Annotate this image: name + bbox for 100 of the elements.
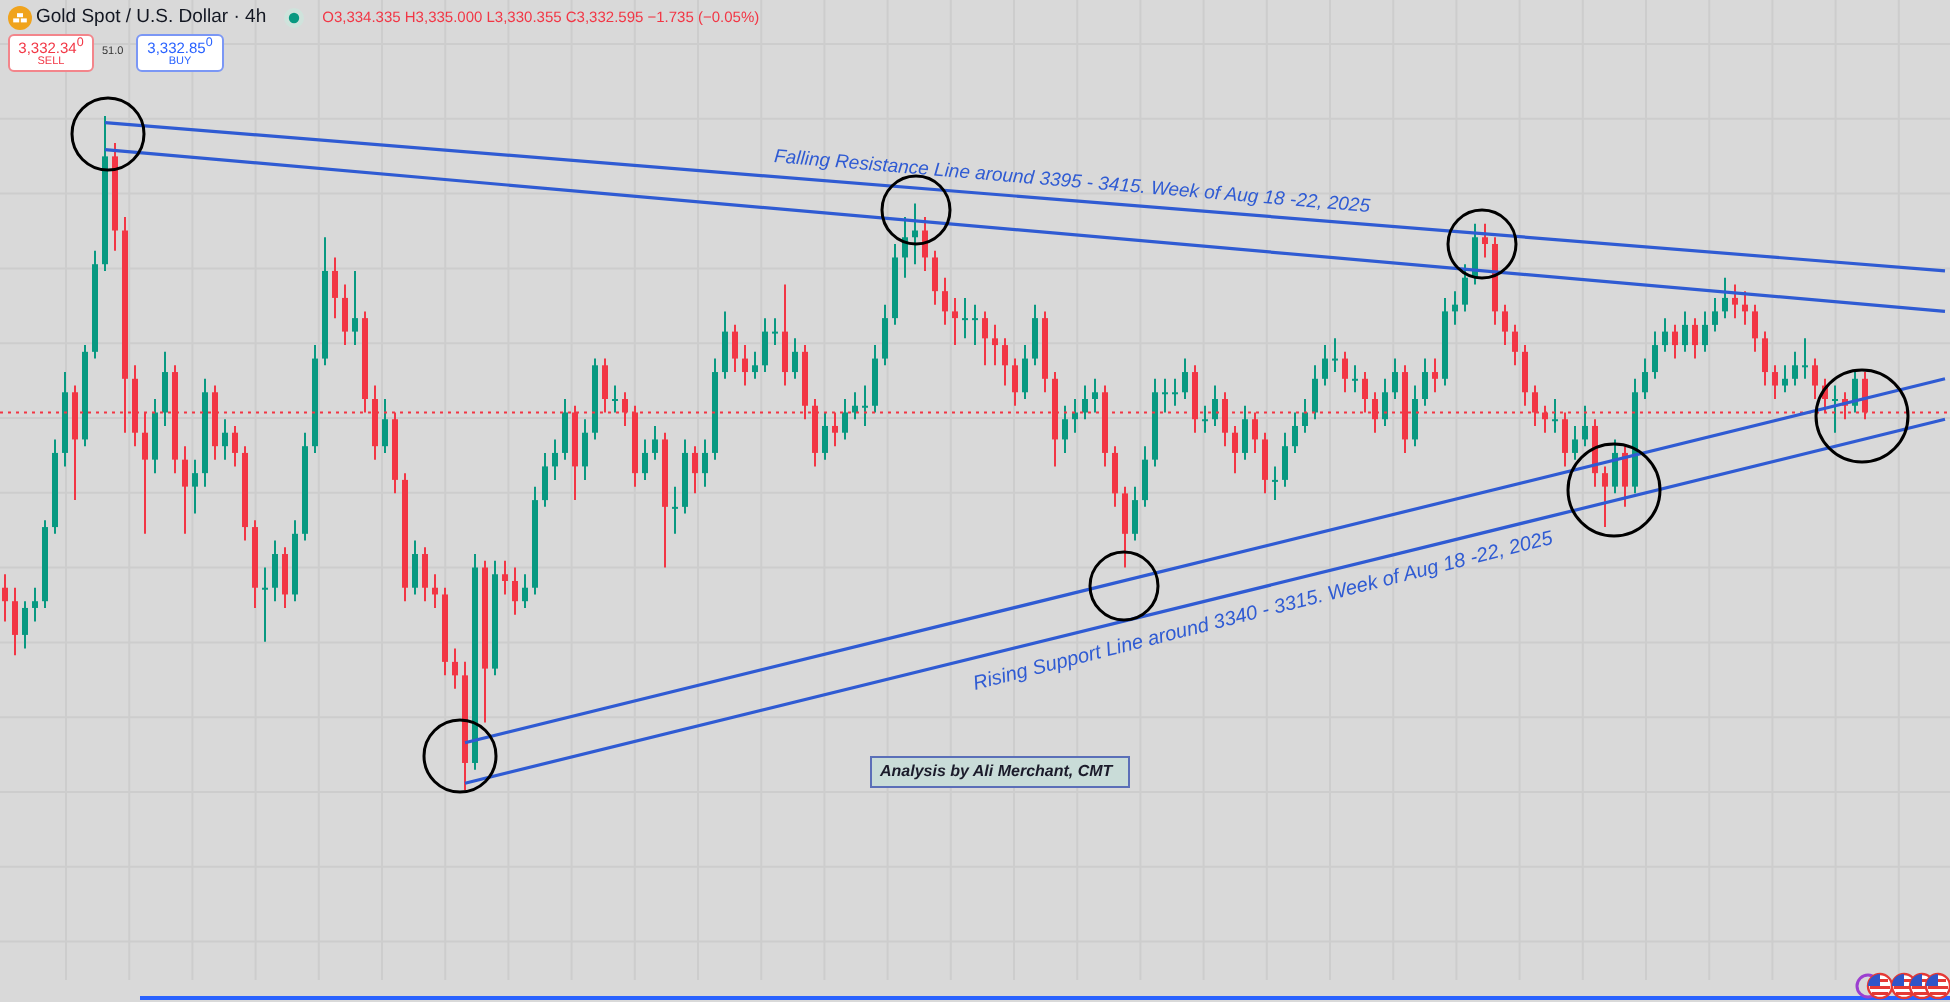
candlestick <box>422 546 428 603</box>
candlestick <box>1732 283 1738 320</box>
candlestick <box>1332 337 1338 374</box>
candlestick <box>982 310 988 367</box>
candlestick <box>1382 377 1388 427</box>
candlestick <box>232 424 238 468</box>
candlestick <box>1452 290 1458 326</box>
candlestick <box>32 586 38 623</box>
candlestick <box>1552 398 1558 434</box>
candlestick <box>1062 404 1068 454</box>
candlestick <box>1672 323 1678 360</box>
candlestick <box>1312 364 1318 421</box>
candlestick <box>152 398 158 475</box>
candlestick <box>1682 310 1688 353</box>
candlestick <box>1232 424 1238 475</box>
candlestick <box>1482 222 1488 259</box>
candlestick <box>1462 263 1468 313</box>
candlestick <box>862 384 868 427</box>
candlestick <box>222 418 228 461</box>
candlestick <box>772 317 778 347</box>
candlestick <box>552 438 558 481</box>
candlestick <box>342 283 348 347</box>
candlestick <box>762 317 768 374</box>
candlestick <box>452 647 458 690</box>
candlestick <box>1342 350 1348 394</box>
candlestick <box>1112 445 1118 508</box>
candlestick <box>1082 384 1088 421</box>
candlestick <box>382 398 388 454</box>
candlestick <box>2 573 8 623</box>
candlestick <box>1032 303 1038 367</box>
candlestick <box>1802 337 1808 380</box>
candlestick <box>1162 377 1168 414</box>
annotation: Falling Resistance Line around 3395 - 3415. Week of Aug 18 -22, 2025 <box>773 146 1371 220</box>
candlestick <box>1742 290 1748 326</box>
candlestick <box>1012 357 1018 407</box>
candlestick <box>1512 323 1518 367</box>
candlestick <box>1212 384 1218 427</box>
candlestick <box>722 310 728 380</box>
candlestick <box>672 485 678 535</box>
annotation: Rising Support Line around 3340 - 3315. Week of Aug 18 -22, 2025 <box>971 527 1556 698</box>
candlestick <box>182 445 188 535</box>
candlestick <box>692 445 698 495</box>
candlestick <box>1722 276 1728 320</box>
candlestick <box>912 202 918 266</box>
candlestick <box>512 566 518 616</box>
candlestick <box>162 350 168 427</box>
candlestick <box>942 276 948 326</box>
candlestick <box>1662 317 1668 353</box>
candlestick <box>192 458 198 515</box>
candlestick <box>652 424 658 461</box>
candlestick <box>1702 310 1708 353</box>
candlestick <box>1322 344 1328 387</box>
candlestick <box>1692 317 1698 360</box>
candlestick <box>542 451 548 508</box>
candlestick <box>1812 357 1818 401</box>
candlestick <box>1292 411 1298 454</box>
candlestick <box>352 269 358 347</box>
candlestick <box>1002 337 1008 387</box>
candlestick <box>1122 485 1128 569</box>
candlestick <box>332 256 338 320</box>
candlestick <box>1652 330 1658 380</box>
candlestick <box>752 350 758 380</box>
candlestick <box>1172 377 1178 407</box>
candlestick <box>1092 377 1098 414</box>
candlestick <box>1262 431 1268 495</box>
candlestick <box>952 296 958 347</box>
candlestick <box>612 384 618 414</box>
candlestick <box>1582 404 1588 448</box>
candlestick <box>562 398 568 461</box>
candlestick <box>642 438 648 481</box>
candlestick <box>1352 364 1358 394</box>
candlestick <box>1242 404 1248 461</box>
candlestick <box>412 539 418 596</box>
candlestick <box>1612 438 1618 495</box>
candlestick <box>12 586 18 657</box>
candlestick <box>1792 350 1798 387</box>
candlestick <box>782 283 788 387</box>
candlestick <box>1752 303 1758 353</box>
chart-title: Gold Spot / U.S. Dollar · 4h <box>36 6 267 28</box>
candlestick <box>992 323 998 367</box>
candlestick <box>1712 296 1718 333</box>
candlestick <box>432 573 438 609</box>
candlestick <box>702 438 708 488</box>
candlestick <box>1132 485 1138 542</box>
candlestick <box>1412 384 1418 448</box>
candlestick <box>962 296 968 340</box>
candlestick <box>1502 303 1508 347</box>
candlestick <box>872 344 878 414</box>
candlestick <box>1522 344 1528 407</box>
candlestick <box>282 546 288 609</box>
candlestick <box>842 398 848 441</box>
candlestick <box>582 418 588 481</box>
candlestick <box>1832 384 1838 434</box>
candlestick <box>792 337 798 380</box>
candlestick <box>932 249 938 306</box>
candlestick <box>1622 445 1628 508</box>
candlestick <box>262 566 268 643</box>
candlestick <box>1182 357 1188 401</box>
candlestick <box>822 411 828 461</box>
candlestick <box>742 344 748 387</box>
